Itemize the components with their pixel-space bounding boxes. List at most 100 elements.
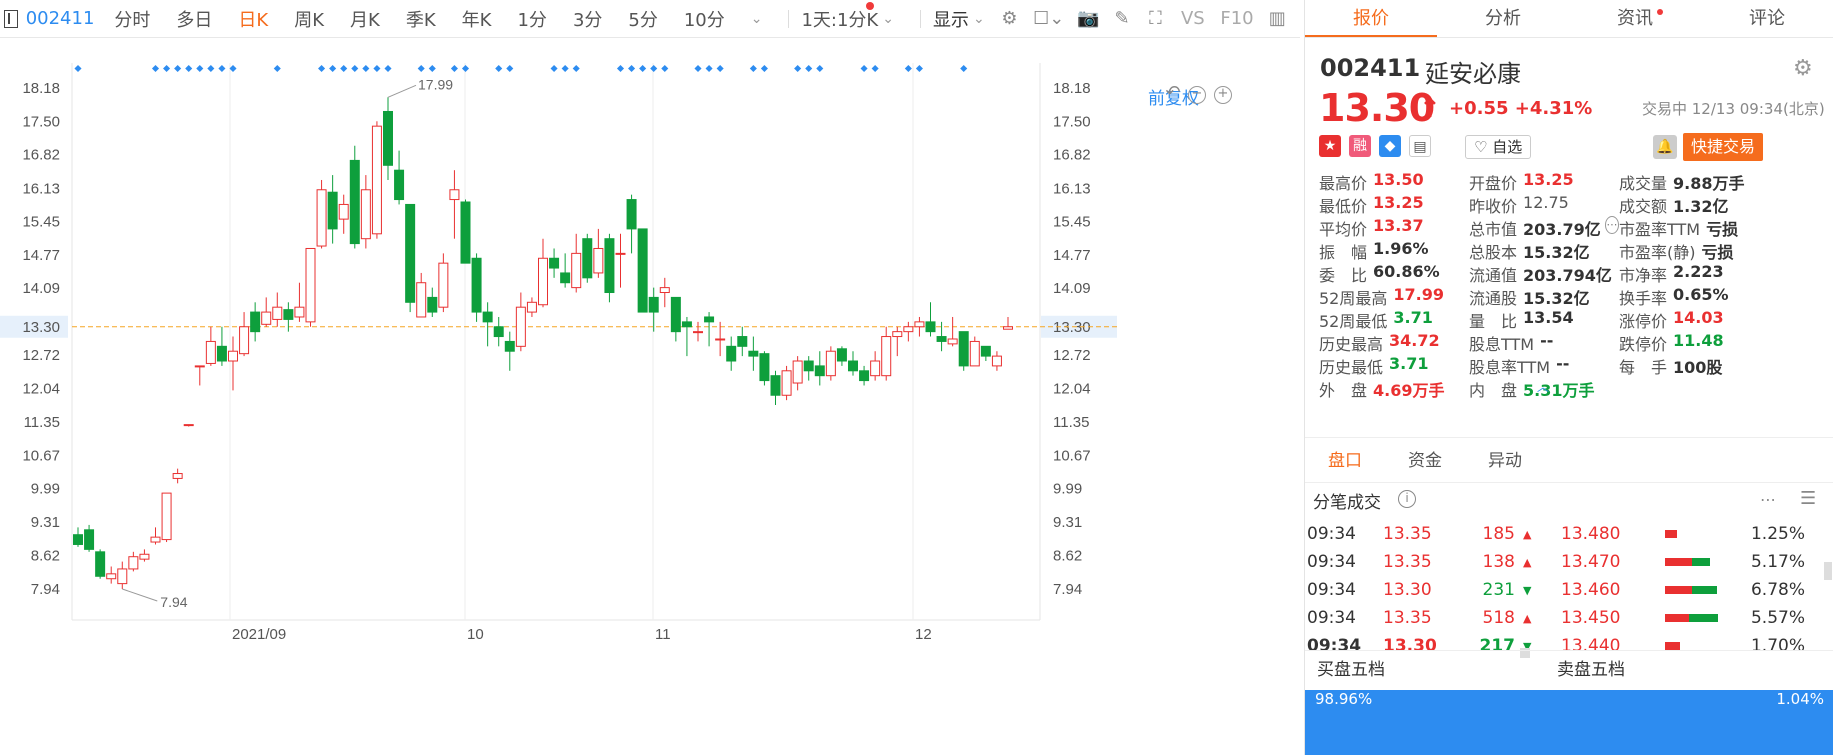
tick-scrollbar[interactable] bbox=[1520, 648, 1530, 658]
candle-body[interactable] bbox=[305, 247, 316, 323]
candle-body[interactable] bbox=[261, 311, 272, 325]
list-view-icon[interactable]: ☰ bbox=[1800, 488, 1817, 509]
event-marker[interactable] bbox=[572, 64, 580, 73]
event-marker[interactable] bbox=[639, 64, 647, 73]
candle-body[interactable] bbox=[914, 321, 925, 328]
interval-chevron-icon[interactable]: ⌄ bbox=[882, 10, 894, 27]
candle-body[interactable] bbox=[892, 331, 903, 338]
event-marker[interactable] bbox=[351, 64, 359, 73]
candle-body[interactable] bbox=[859, 370, 870, 382]
event-marker[interactable] bbox=[716, 64, 724, 73]
event-marker[interactable] bbox=[749, 64, 757, 73]
vs-button[interactable]: VS bbox=[1180, 8, 1205, 29]
quick-trade-button[interactable]: 快捷交易 bbox=[1683, 133, 1764, 161]
candle-body[interactable] bbox=[228, 350, 238, 362]
candle-body[interactable] bbox=[95, 551, 106, 577]
event-marker[interactable] bbox=[871, 64, 879, 73]
tag-icon[interactable]: ◆ bbox=[1379, 135, 1401, 157]
candle-body[interactable] bbox=[316, 189, 327, 247]
candle-body[interactable] bbox=[781, 370, 792, 396]
event-marker[interactable] bbox=[860, 64, 868, 73]
candle-body[interactable] bbox=[571, 252, 582, 289]
event-marker[interactable] bbox=[628, 64, 636, 73]
candle-body[interactable] bbox=[715, 338, 726, 341]
event-marker[interactable] bbox=[273, 64, 281, 73]
candle-body[interactable] bbox=[969, 340, 980, 367]
event-marker[interactable] bbox=[495, 64, 503, 73]
adjust-mode-button[interactable]: 前复权 bbox=[1148, 89, 1199, 109]
period-tab[interactable]: 5分 bbox=[628, 9, 658, 31]
tab-quote[interactable]: 报价 bbox=[1305, 0, 1437, 37]
candle-body[interactable] bbox=[991, 355, 1002, 367]
tab-abnormal[interactable]: 异动 bbox=[1465, 438, 1545, 482]
event-marker[interactable] bbox=[207, 64, 215, 73]
event-marker[interactable] bbox=[417, 64, 425, 73]
event-marker[interactable] bbox=[151, 64, 160, 73]
event-marker[interactable] bbox=[174, 64, 182, 73]
event-marker[interactable] bbox=[561, 64, 569, 73]
candle-body[interactable] bbox=[493, 326, 504, 338]
candle-body[interactable] bbox=[161, 492, 172, 541]
period-dropdown-icon[interactable]: ⌄ bbox=[750, 10, 763, 27]
candle-body[interactable] bbox=[172, 473, 183, 479]
add-watchlist-button[interactable]: ♡ 自选 bbox=[1465, 135, 1532, 159]
candle-body[interactable] bbox=[504, 340, 515, 352]
candle-body[interactable] bbox=[770, 375, 781, 396]
candle-body[interactable] bbox=[836, 348, 847, 362]
candle-body[interactable] bbox=[383, 110, 393, 166]
camera-icon[interactable]: 📷 bbox=[1077, 8, 1100, 29]
candle-body[interactable] bbox=[416, 282, 427, 318]
candle-body[interactable] bbox=[405, 203, 416, 303]
tab-analysis[interactable]: 分析 bbox=[1437, 0, 1569, 37]
candle-body[interactable] bbox=[216, 345, 227, 362]
candle-body[interactable] bbox=[825, 350, 836, 377]
candle-body[interactable] bbox=[194, 365, 205, 368]
candle-body[interactable] bbox=[549, 257, 560, 269]
stock-code[interactable]: 002411 bbox=[25, 8, 95, 29]
shape-select-icon[interactable]: ☐⌄ bbox=[1033, 8, 1065, 29]
candle-body[interactable] bbox=[693, 331, 703, 334]
candle-body[interactable] bbox=[427, 296, 438, 313]
candle-body[interactable] bbox=[704, 316, 715, 323]
event-marker[interactable] bbox=[185, 64, 193, 73]
candle-body[interactable] bbox=[737, 336, 748, 347]
zoom-in-icon[interactable]: + bbox=[1214, 86, 1232, 104]
candle-body[interactable] bbox=[106, 573, 117, 580]
candle-body[interactable] bbox=[139, 553, 150, 560]
book-scrollbar[interactable] bbox=[1824, 562, 1832, 580]
period-tab[interactable]: 多日 bbox=[176, 9, 213, 31]
period-tab[interactable]: 日K bbox=[238, 9, 269, 31]
event-marker[interactable] bbox=[163, 64, 171, 73]
period-tab[interactable]: 分时 bbox=[114, 9, 151, 31]
candle-body[interactable] bbox=[338, 203, 349, 220]
candle-body[interactable] bbox=[814, 365, 825, 377]
f10-button[interactable]: F10 bbox=[1220, 8, 1254, 29]
candle-body[interactable] bbox=[449, 189, 460, 201]
candle-body[interactable] bbox=[759, 353, 770, 382]
quote-settings-icon[interactable]: ⚙ bbox=[1793, 56, 1813, 81]
event-marker[interactable] bbox=[816, 64, 824, 73]
event-marker[interactable] bbox=[904, 64, 912, 73]
candle-body[interactable] bbox=[183, 424, 194, 427]
event-marker[interactable] bbox=[960, 64, 968, 73]
candle-body[interactable] bbox=[958, 331, 969, 367]
event-marker[interactable] bbox=[550, 64, 558, 73]
candle-body[interactable] bbox=[1003, 326, 1013, 330]
event-marker[interactable] bbox=[461, 64, 470, 73]
tab-news[interactable]: 资讯 bbox=[1569, 0, 1701, 37]
candle-body[interactable] bbox=[150, 536, 161, 543]
candle-body[interactable] bbox=[582, 238, 593, 279]
period-tab[interactable]: 1分 bbox=[517, 9, 547, 31]
candle-body[interactable] bbox=[659, 287, 670, 294]
period-tab[interactable]: 月K bbox=[350, 9, 380, 31]
info-icon[interactable]: i bbox=[1398, 490, 1416, 508]
kline-svg[interactable]: 2021/09 10 11 12 18.18 18.18 17.50 17.50 16.82 16… bbox=[0, 38, 1300, 755]
candle-body[interactable] bbox=[471, 257, 482, 313]
candle-body[interactable] bbox=[848, 360, 858, 372]
event-marker[interactable] bbox=[329, 64, 337, 73]
candle-body[interactable] bbox=[515, 306, 526, 347]
candle-body[interactable] bbox=[294, 306, 305, 318]
candle-body[interactable] bbox=[526, 301, 537, 313]
candle-body[interactable] bbox=[84, 529, 95, 550]
candle-body[interactable] bbox=[604, 238, 615, 294]
